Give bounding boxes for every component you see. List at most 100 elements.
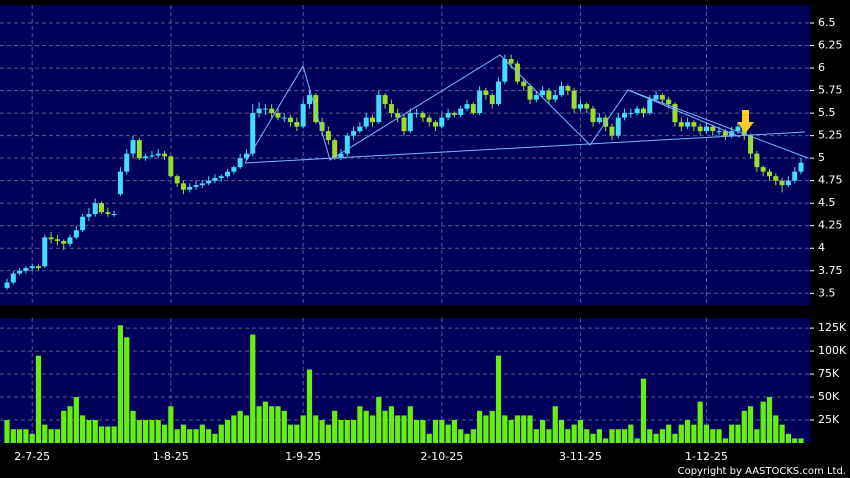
candle-body [174,176,180,184]
volume-bar [17,429,23,443]
volume-bar [546,429,552,443]
x-tick-label: 1-9-25 [285,450,321,463]
volume-bar [48,429,54,443]
volume-bar [747,406,754,443]
volume-bar [10,429,16,443]
y-tick-label: 25K [818,413,840,426]
volume-bar [420,420,426,443]
candle-body [250,113,256,154]
volume-bar [577,420,584,443]
volume-bar [237,410,243,443]
volume-bar [439,420,445,443]
volume-bar [729,424,735,443]
candle-body [332,140,338,159]
candle-body [590,108,596,123]
volume-bar [565,429,571,443]
candle-body [376,95,382,123]
candle-body [766,171,772,177]
candle-body [748,135,754,154]
volume-bar [760,401,766,443]
volume-bar [250,334,256,443]
volume-bar [338,420,344,443]
volume-bar [716,429,722,443]
candle-body [527,86,533,100]
candle-body [615,117,621,136]
volume-bar [401,415,407,443]
candle-body [521,81,527,87]
volume-bar [483,415,489,443]
volume-bar [584,429,590,443]
x-tick-label: 1-12-25 [685,450,728,463]
y-tick-label: 5.25 [818,129,843,142]
candle-body [105,212,111,215]
volume-bar [458,429,464,443]
volume-bar [224,420,231,443]
candle-body [124,153,130,172]
y-tick-label: 4 [818,241,825,254]
volume-bar [414,420,420,443]
pattern-lines [244,54,809,164]
y-tick-label: 4.5 [818,196,836,209]
volume-bar [703,424,710,443]
volume-bar [117,325,124,443]
volume-bar [42,424,48,443]
volume-bar [168,406,174,443]
candle-body [571,90,577,109]
candle-body [659,95,665,100]
volume-bar [325,424,331,443]
volume-bar [313,415,319,443]
candle-body [464,104,470,109]
y-tick-label: 5 [818,151,825,164]
candle-body [218,176,224,178]
volume-bar [105,426,111,443]
volume-bar [571,424,577,443]
signal-arrow [737,110,754,133]
candle-body [344,135,350,154]
candle-body [10,273,16,283]
candle-body [23,268,29,271]
candle-body [508,59,514,64]
y-tick-label: 6.5 [818,16,836,29]
y-tick-label: 50K [818,390,840,403]
volume-bar [653,433,659,443]
candle-body [685,122,691,127]
candle-body [281,117,287,119]
volume-bar [596,429,602,443]
volume-bar [527,415,533,443]
volume-bar [785,433,791,443]
volume-bar [691,424,697,443]
volume-bar [319,420,325,443]
volume-bar [369,415,376,443]
candle-body [237,158,243,168]
descending-line [627,89,809,159]
y-tick-label: 125K [818,321,847,334]
candle-body [193,185,199,187]
volume-bar [287,424,294,443]
candle-body [703,126,709,132]
candle-body [792,171,798,181]
volume-bar [590,433,596,443]
y-tick-label: 5.5 [818,106,836,119]
candle-body [559,86,565,96]
y-tick-label: 5.75 [818,84,843,97]
volume-bar [508,420,514,443]
candle-body [470,104,476,114]
y-tick-label: 100K [818,344,847,357]
candle-body [357,126,363,132]
candle-body [294,122,300,127]
candle-body [647,99,653,114]
candle-body [496,81,502,105]
volume-bar [300,415,306,443]
volume-bar [212,433,218,443]
volume-bar [29,433,35,443]
candle-body [577,104,583,109]
volume-bar [281,410,287,443]
candle-body [533,95,539,100]
y-tick-label: 3.5 [818,286,836,299]
candle-body [363,117,369,127]
candle-body [546,90,552,100]
candle-body [187,186,193,190]
volume-bar [477,410,483,443]
volume-bar [754,429,760,443]
volume-bar [294,424,300,443]
